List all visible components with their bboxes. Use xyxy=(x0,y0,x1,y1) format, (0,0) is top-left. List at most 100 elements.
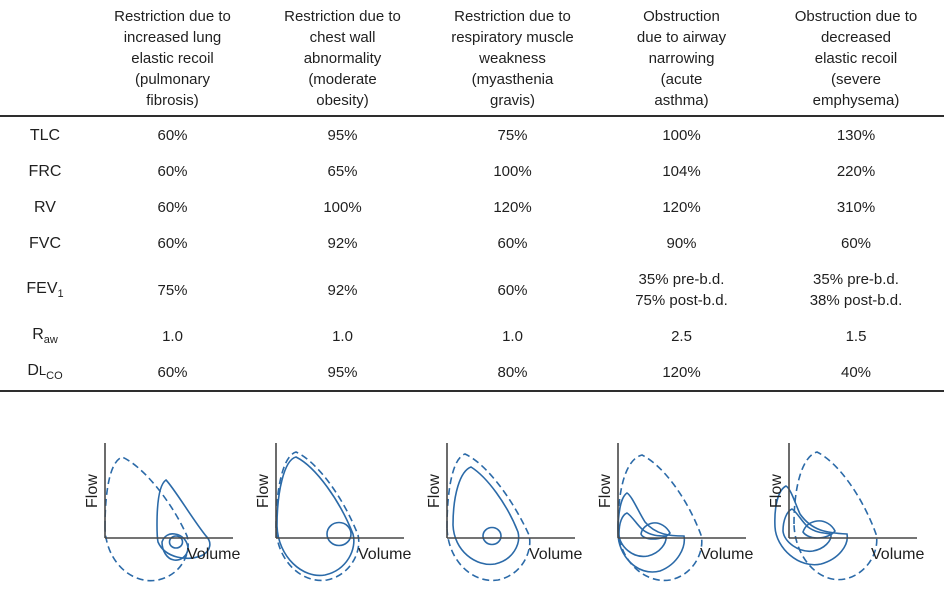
value-cell: 75% xyxy=(157,281,188,299)
value-cell: 92% xyxy=(327,235,358,252)
value-cell: 130% xyxy=(836,127,876,144)
value-cell: 1.0 xyxy=(332,328,353,345)
loop-chart-acute-asthma: Flow Volume xyxy=(588,430,759,589)
value-cell: 2.5 xyxy=(671,328,692,345)
normal-loop-path xyxy=(793,451,878,581)
value-cell: 100% xyxy=(323,199,362,216)
value-cell: 220% xyxy=(836,163,876,180)
loop-chart-moderate-obesity: Flow Volume xyxy=(246,430,417,589)
flow-axis-label: Flow xyxy=(768,474,785,508)
flow-axis-label: Flow xyxy=(84,474,101,508)
patient-loop-path xyxy=(782,508,832,552)
corner-cell xyxy=(0,0,90,116)
row-label: FVC xyxy=(0,225,90,261)
column-header: Restriction due to chest wall abnormality(… xyxy=(284,8,401,109)
value-cell: 92% xyxy=(327,281,358,299)
table-body: TLC 60% 95% 75% 100% 130% FRC 60% 65% 100% 104% 220… xyxy=(0,116,944,391)
column-header: Obstruction due to decreased elastic recoi… xyxy=(794,8,918,109)
value-cell: 100% xyxy=(662,127,701,144)
volume-axis-label: Volume xyxy=(529,546,582,563)
value-cell: 35% pre-b.d. 38% post-b.d. xyxy=(809,271,903,309)
value-cell: 104% xyxy=(662,163,701,180)
patient-loop-path xyxy=(482,526,502,546)
table-row: FVC 60% 92% 60% 90% 60% xyxy=(0,225,944,261)
row-label: DLCO xyxy=(0,354,90,391)
flow-volume-svg: Flow Volume xyxy=(597,443,753,582)
table-row: Raw 1.0 1.0 1.0 2.5 1.5 xyxy=(0,318,944,354)
value-cell: 120% xyxy=(662,199,701,216)
flow-volume-svg: Flow Volume xyxy=(255,443,411,582)
value-cell: 80% xyxy=(497,364,528,381)
value-cell: 60% xyxy=(157,127,188,144)
flow-axis-label: Flow xyxy=(255,474,272,508)
row-label-part: 1 xyxy=(57,288,64,301)
row-label-part: CO xyxy=(46,370,63,383)
volume-axis-label: Volume xyxy=(871,546,924,563)
column-header: Restriction due to respiratory muscle weak… xyxy=(451,8,574,109)
row-label-part: TLC xyxy=(29,126,61,144)
patient-loop-path xyxy=(156,478,211,559)
header-row: Restriction due to increased lung elastic … xyxy=(0,0,944,116)
patient-loop-path xyxy=(774,485,848,566)
patient-loop-path xyxy=(326,521,352,547)
flow-volume-svg: Flow Volume xyxy=(768,443,924,581)
value-cell: 40% xyxy=(840,364,872,381)
flow-volume-svg: Flow Volume xyxy=(426,443,582,582)
loop-chart-severe-emphysema: Flow Volume xyxy=(759,430,930,589)
value-cell: 100% xyxy=(493,163,532,180)
row-label: FRC xyxy=(0,153,90,189)
row-label-part: RV xyxy=(34,198,56,216)
flow-axis-label: Flow xyxy=(597,474,614,508)
value-cell: 35% pre-b.d. 75% post-b.d. xyxy=(635,271,728,309)
table-row: DLCO 60% 95% 80% 120% 40% xyxy=(0,354,944,391)
value-cell: 60% xyxy=(157,364,188,381)
row-label-part: D xyxy=(27,362,39,380)
value-cell: 60% xyxy=(840,235,872,252)
patient-loop-path xyxy=(161,533,189,561)
row-label-part: FEV xyxy=(26,279,58,297)
normal-loop-path xyxy=(446,453,531,582)
value-cell: 90% xyxy=(666,235,697,252)
patient-loop-path xyxy=(168,535,184,549)
row-label-part: FVC xyxy=(29,234,61,252)
patient-loop-path xyxy=(276,456,355,577)
row-label: FEV1 xyxy=(0,261,90,318)
table-row: FEV1 75% 92% 60% 35% pre-b.d. 75% post-b.d. 35… xyxy=(0,261,944,318)
patient-loop-path xyxy=(618,512,667,558)
column-header: Restriction due to increased lung elastic … xyxy=(114,8,231,109)
loop-chart-myasthenia-gravis: Flow Volume xyxy=(417,430,588,589)
row-label-part: FRC xyxy=(28,162,62,180)
value-cell: 310% xyxy=(836,199,876,216)
value-cell: 1.0 xyxy=(162,328,183,345)
value-cell: 60% xyxy=(157,199,188,216)
volume-axis-label: Volume xyxy=(187,546,240,563)
volume-axis-label: Volume xyxy=(700,546,753,563)
value-cell: 120% xyxy=(493,199,532,216)
flow-axis-label: Flow xyxy=(426,474,443,508)
row-label: RV xyxy=(0,189,90,225)
value-cell: 120% xyxy=(662,364,701,381)
value-cell: 65% xyxy=(327,163,358,180)
value-cell: 1.5 xyxy=(845,328,867,345)
row-label-part: R xyxy=(32,326,44,344)
normal-loop-path xyxy=(104,456,189,582)
volume-axis-label: Volume xyxy=(358,546,411,563)
flow-volume-svg: Flow Volume xyxy=(84,443,240,582)
table-row: RV 60% 100% 120% 120% 310% xyxy=(0,189,944,225)
pft-table: Restriction due to increased lung elastic … xyxy=(0,0,944,391)
flow-volume-loops: Flow Volume Flow Volume Flow Volume Flow Volume… xyxy=(75,430,944,589)
row-label-part: aw xyxy=(43,334,58,347)
value-cell: 60% xyxy=(157,163,188,180)
normal-loop-path xyxy=(275,451,360,582)
table-row: FRC 60% 65% 100% 104% 220% xyxy=(0,153,944,189)
table-row: TLC 60% 95% 75% 100% 130% xyxy=(0,116,944,153)
value-cell: 60% xyxy=(157,235,188,252)
table-header: Restriction due to increased lung elastic … xyxy=(0,0,944,116)
normal-loop-path xyxy=(617,454,703,582)
value-cell: 95% xyxy=(327,364,358,381)
value-cell: 60% xyxy=(497,235,528,252)
row-label: Raw xyxy=(0,318,90,354)
value-cell: 95% xyxy=(327,127,358,144)
value-cell: 1.0 xyxy=(502,328,523,345)
